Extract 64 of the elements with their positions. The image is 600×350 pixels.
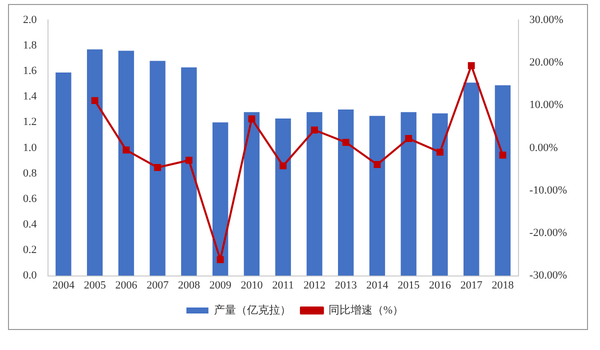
point — [280, 162, 287, 170]
point — [122, 146, 130, 154]
legend-label: 同比增速（%） — [328, 303, 404, 316]
point — [91, 97, 98, 104]
x-tick-label: 2006 — [115, 279, 138, 292]
y-tick-label: 0.4 — [23, 218, 38, 231]
bar — [494, 85, 511, 276]
bar — [150, 60, 166, 276]
y2-tick-label: -20.00% — [529, 227, 567, 240]
bar — [212, 122, 228, 276]
point — [310, 126, 318, 134]
y-tick-label: 1.8 — [23, 39, 38, 52]
y-tick-label: 0.0 — [23, 270, 38, 282]
point — [342, 138, 350, 146]
legend-label: 产量（亿克拉） — [214, 303, 291, 316]
point — [436, 148, 444, 156]
x-tick-label: 2004 — [52, 279, 75, 292]
y-tick-label: 1.4 — [23, 90, 38, 103]
point — [405, 135, 412, 142]
x-tick-label: 2018 — [492, 279, 514, 292]
x-tick-label: 2010 — [240, 279, 264, 292]
point — [248, 115, 256, 122]
y-tick-label: 1.2 — [23, 116, 37, 128]
x-tick-label: 2014 — [366, 279, 389, 292]
point — [185, 156, 192, 164]
y2-tick-label: 0.00% — [529, 142, 558, 154]
bar — [400, 112, 416, 276]
y-tick-label: 1.0 — [23, 142, 38, 154]
x-tick-label: 2011 — [272, 279, 294, 292]
point — [468, 62, 475, 70]
x-tick-label: 2012 — [303, 279, 326, 292]
bar — [369, 116, 386, 276]
y2-tick-label: 20.00% — [529, 56, 564, 69]
y2-tick-label: -10.00% — [529, 184, 567, 196]
x-tick-label: 2015 — [398, 279, 420, 292]
x-tick-label: 2016 — [428, 279, 452, 292]
bar — [306, 112, 322, 276]
point — [499, 152, 506, 159]
x-tick-label: 2008 — [178, 279, 200, 292]
y-tick-label: 0.2 — [23, 244, 37, 256]
y2-tick-label: -30.00% — [529, 270, 567, 282]
y2-tick-label: 10.00% — [529, 99, 564, 112]
bar — [86, 49, 103, 276]
bar — [464, 82, 480, 276]
bar — [181, 67, 197, 276]
point — [216, 256, 224, 264]
point — [154, 164, 162, 171]
y-tick-label: 0.6 — [23, 192, 38, 205]
bar — [432, 113, 448, 276]
x-tick-label: 2007 — [146, 279, 170, 292]
point — [374, 161, 381, 168]
x-tick-label: 2017 — [460, 279, 483, 292]
y-tick-label: 2.0 — [23, 14, 38, 26]
y2-tick-label: 30.00% — [529, 14, 564, 26]
bar — [275, 118, 291, 276]
y-tick-label: 1.6 — [23, 65, 38, 78]
bar — [244, 112, 260, 276]
y-tick-label: 0.8 — [23, 167, 38, 180]
bar — [338, 110, 354, 276]
bar — [118, 50, 134, 276]
x-tick-label: 2013 — [334, 279, 358, 292]
x-tick-label: 2009 — [209, 279, 232, 292]
x-tick-label: 2005 — [84, 279, 106, 292]
bar — [56, 72, 72, 276]
